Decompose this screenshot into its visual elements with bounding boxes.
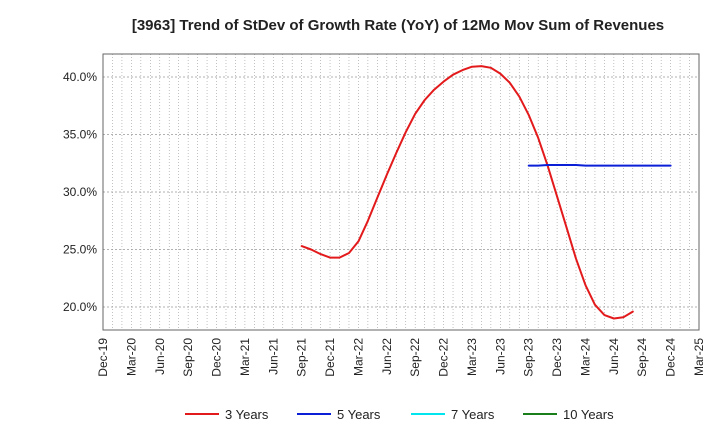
legend-label: 3 Years (225, 407, 269, 422)
y-axis-tick-labels: 20.0% 25.0% 30.0% 35.0% 40.0% (63, 70, 97, 314)
x-tick-label: Jun-21 (266, 338, 280, 375)
plot-frame (102, 53, 700, 331)
y-tick-label: 25.0% (63, 243, 97, 257)
legend-label: 5 Years (337, 407, 381, 422)
x-tick-label: Sep-24 (635, 338, 649, 377)
x-tick-label: Mar-20 (124, 338, 138, 376)
x-tick-label: Jun-24 (607, 338, 621, 375)
x-tick-label: Mar-23 (465, 338, 479, 376)
series-lines (300, 65, 672, 320)
x-tick-label: Sep-20 (181, 338, 195, 377)
x-tick-label: Jun-20 (153, 338, 167, 375)
x-tick-label: Mar-22 (351, 338, 365, 376)
x-tick-label: Sep-23 (522, 338, 536, 377)
legend-label: 7 Years (451, 407, 495, 422)
x-tick-label: Dec-19 (96, 338, 110, 377)
x-axis-tick-labels: Dec-19 Mar-20 Jun-20 Sep-20 Dec-20 Mar-21 Jun-… (96, 338, 706, 377)
x-tick-label: Sep-21 (295, 338, 309, 377)
x-gridlines (112, 54, 690, 330)
legend: 3 Years 5 Years 7 Years 10 Years (185, 407, 614, 422)
x-tick-label: Mar-21 (238, 338, 252, 376)
y-tick-label: 35.0% (63, 128, 97, 142)
x-tick-label: Mar-25 (692, 338, 706, 376)
x-tick-label: Dec-20 (210, 338, 224, 377)
x-tick-label: Sep-22 (408, 338, 422, 377)
legend-label: 10 Years (563, 407, 614, 422)
x-tick-label: Jun-23 (493, 338, 507, 375)
x-tick-label: Dec-23 (550, 338, 564, 377)
chart-title: [3963] Trend of StDev of Growth Rate (Yo… (132, 17, 664, 34)
y-tick-label: 20.0% (63, 300, 97, 314)
x-tick-label: Dec-22 (437, 338, 451, 377)
y-tick-label: 40.0% (63, 70, 97, 84)
y-tick-label: 30.0% (63, 185, 97, 199)
x-tick-label: Jun-22 (380, 338, 394, 375)
x-tick-label: Dec-24 (664, 338, 678, 377)
series-line-5-years (527, 164, 672, 167)
series-line-3-years (300, 65, 634, 320)
x-tick-label: Mar-24 (578, 338, 592, 376)
x-tick-label: Dec-21 (323, 338, 337, 377)
y-gridlines (103, 76, 699, 308)
